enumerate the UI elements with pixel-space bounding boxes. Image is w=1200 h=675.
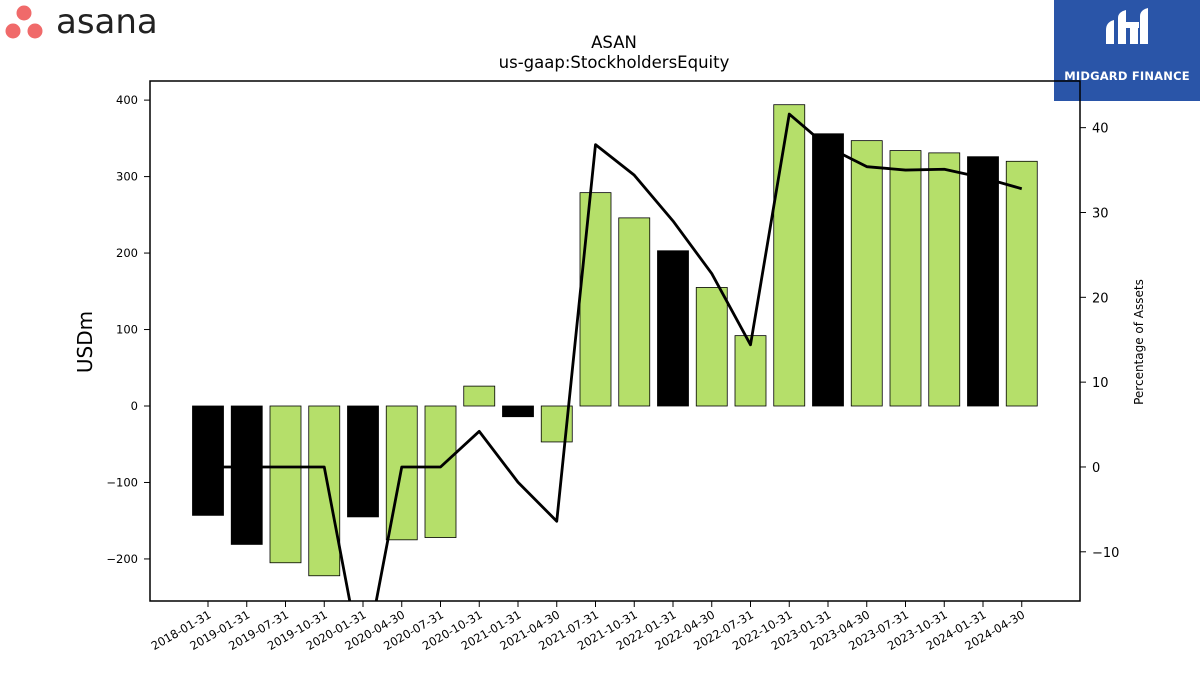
bar-2020-01-31 [347, 405, 379, 518]
y2-tick-label: 10 [1092, 376, 1109, 391]
bar-2022-04-30 [695, 287, 728, 407]
bar-2018-01-31 [192, 405, 224, 516]
midgard-finance-badge: MIDGARD FINANCE [1054, 0, 1200, 101]
bar-2019-07-31 [269, 405, 302, 564]
bar-2021-07-31 [579, 192, 612, 407]
y2-tick-label: −10 [1092, 546, 1119, 561]
bar-2022-10-31 [773, 104, 806, 407]
midgard-finance-text: MIDGARD FINANCE [1064, 69, 1190, 83]
y2-tick-label: 0 [1092, 461, 1100, 476]
asana-logo: asana [4, 4, 158, 40]
y-tick-label: −200 [106, 552, 138, 566]
chart-title: ASAN [591, 33, 637, 52]
bar-2021-01-31 [502, 405, 534, 418]
y-tick-label: −100 [106, 475, 138, 489]
bar-2023-07-31 [889, 150, 922, 407]
y-tick-label: 0 [131, 399, 138, 413]
bar-2021-10-31 [618, 217, 651, 407]
midgard-finance-logo-icon [1106, 8, 1148, 44]
bar-2024-04-30 [1005, 160, 1038, 407]
y-tick-label: 200 [116, 246, 138, 260]
bar-2022-01-31 [657, 250, 689, 407]
y-tick-label: 400 [116, 93, 138, 107]
bar-2023-01-31 [812, 133, 844, 407]
y-tick-label: 300 [116, 170, 138, 184]
bar-2023-04-30 [850, 140, 883, 407]
asana-logo-text: asana [56, 2, 158, 42]
bar-2019-01-31 [230, 405, 263, 545]
y-axis-label: USDm [73, 311, 97, 373]
y-tick-label: 100 [116, 323, 138, 337]
y2-tick-label: 20 [1092, 291, 1109, 306]
bar-2020-07-31 [424, 405, 457, 538]
bar-2019-10-31 [308, 405, 341, 577]
bar-2022-07-31 [734, 335, 767, 407]
plot-frame [149, 80, 1081, 602]
bar-2020-10-31 [463, 385, 496, 407]
bar-2023-10-31 [928, 152, 961, 407]
chart-subtitle: us-gaap:StockholdersEquity [499, 53, 730, 72]
y2-tick-label: 40 [1092, 122, 1109, 137]
y2-tick-label: 30 [1092, 206, 1109, 221]
asana-dots-icon [5, 5, 43, 39]
percentage-line [208, 112, 1023, 601]
bar-2024-01-31 [967, 156, 999, 407]
y2-axis-label: Percentage of Assets [1132, 279, 1146, 405]
